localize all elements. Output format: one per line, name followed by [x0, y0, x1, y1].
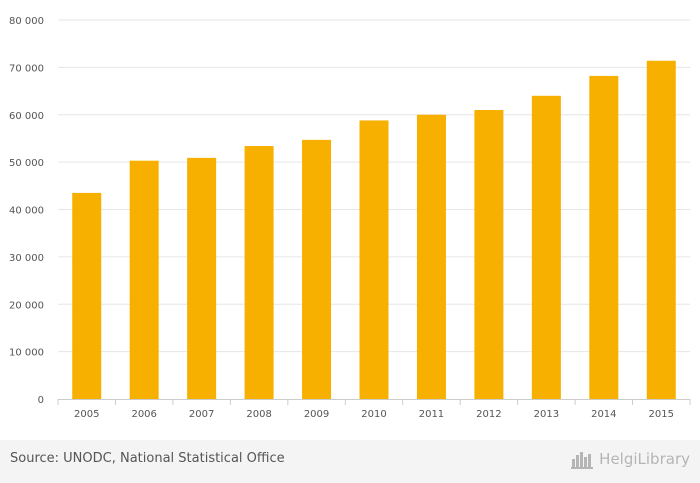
bar[interactable]	[244, 146, 274, 399]
x-tick-label: 2008	[246, 409, 271, 420]
bar[interactable]	[646, 60, 676, 400]
y-tick-label: 80 000	[9, 16, 44, 27]
bar[interactable]	[359, 120, 389, 399]
bar[interactable]	[416, 114, 446, 399]
x-tick-label: 2010	[361, 409, 386, 420]
chart-footer: Source: UNODC, National Statistical Offi…	[0, 440, 700, 483]
y-tick-label: 10 000	[9, 348, 44, 359]
bars	[72, 60, 676, 400]
bar[interactable]	[531, 95, 561, 400]
y-tick-label: 30 000	[9, 253, 44, 264]
x-tick-label: 2009	[304, 409, 329, 420]
x-tick-label: 2006	[131, 409, 156, 420]
bar-chart: 0 10 000 20 000 30 000 40 000 50 000 60 000 70 …	[9, 16, 691, 420]
brand-logo[interactable]: HelgiLibrary	[571, 449, 690, 469]
city-skyline-icon	[571, 452, 594, 469]
brand-name: HelgiLibrary	[599, 450, 690, 468]
y-tick-label: 60 000	[9, 111, 44, 122]
x-tick-label: 2014	[591, 409, 616, 420]
y-tick-label: 20 000	[9, 300, 44, 311]
x-tick-label: 2005	[74, 409, 99, 420]
bar[interactable]	[302, 139, 332, 399]
y-tick-label: 50 000	[9, 158, 44, 169]
x-tick-label: 2011	[419, 409, 444, 420]
x-tick-label: 2013	[534, 409, 559, 420]
y-tick-label: 40 000	[9, 206, 44, 217]
bar[interactable]	[187, 157, 217, 399]
y-tick-label: 70 000	[9, 63, 44, 74]
x-axis: 2005 2006 2007 2008 2009 2010 2011 2012 2013 2014…	[57, 399, 691, 420]
bar[interactable]	[589, 75, 619, 399]
y-tick-label: 0	[38, 395, 44, 406]
x-tick-label: 2007	[189, 409, 214, 420]
y-axis: 0 10 000 20 000 30 000 40 000 50 000 60 000 70 …	[9, 16, 44, 406]
x-tick-label: 2012	[476, 409, 501, 420]
bar[interactable]	[474, 110, 504, 399]
source-note: Source: UNODC, National Statistical Offi…	[10, 451, 285, 466]
bar[interactable]	[72, 192, 102, 399]
x-tick-label: 2015	[649, 409, 674, 420]
bar[interactable]	[129, 160, 159, 399]
